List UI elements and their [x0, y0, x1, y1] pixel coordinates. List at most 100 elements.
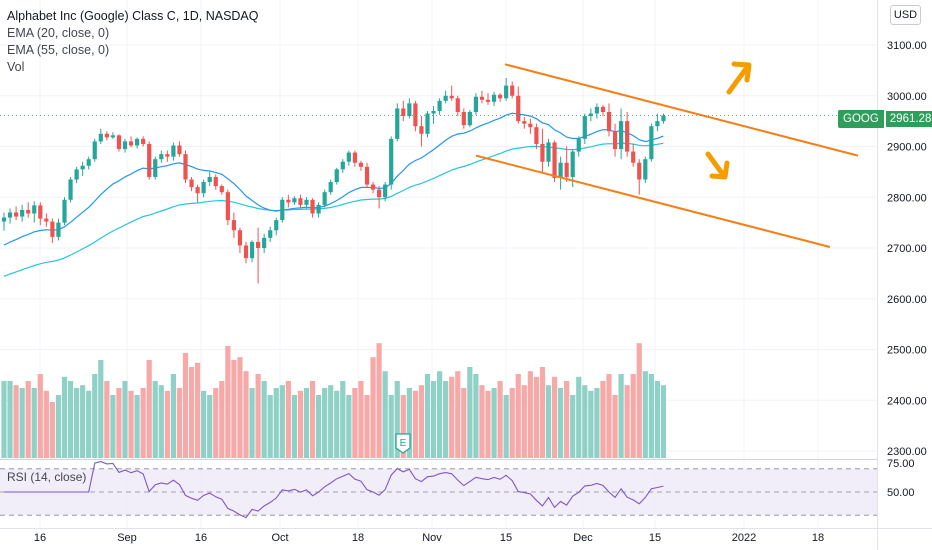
candle-body [498, 94, 503, 99]
candle-body [135, 138, 140, 146]
candle-body [280, 199, 285, 221]
volume-bar [334, 390, 340, 458]
volume-bar [291, 395, 297, 458]
candle-body [116, 135, 122, 150]
volume-bar [636, 343, 642, 458]
candle-body [304, 199, 309, 205]
currency-button[interactable]: USD [890, 5, 921, 25]
arrow-up-icon [726, 61, 752, 95]
volume-bar [104, 381, 110, 458]
volume-legend: Vol [7, 60, 25, 74]
volume-bar [43, 390, 49, 458]
volume-bar [225, 346, 231, 458]
volume-bar [630, 374, 636, 458]
volume-bar [346, 395, 352, 458]
candle-body [316, 204, 321, 214]
candle-body [661, 115, 666, 122]
volume-bar [7, 381, 13, 458]
volume-bar [243, 371, 249, 458]
volume-bar [467, 367, 473, 458]
rsi-band [0, 468, 877, 516]
volume-bar [503, 395, 509, 458]
volume-bar [1, 381, 7, 458]
candle-body [485, 99, 491, 102]
volume-bar [491, 388, 497, 458]
candle-body [195, 187, 200, 194]
volume-bar [564, 381, 570, 458]
candle-body [395, 108, 400, 139]
ema20-legend: EMA (20, close, 0) [7, 26, 110, 40]
candle-body [171, 145, 176, 157]
candle-body [50, 221, 55, 237]
channel-upper-line [504, 63, 859, 157]
volume-bar [364, 395, 370, 458]
volume-bar [400, 395, 406, 458]
volume-bar [122, 381, 128, 458]
volume-bar [273, 388, 279, 458]
candle-body [110, 135, 115, 138]
volume-bar [188, 367, 195, 458]
candle-body [558, 162, 563, 178]
volume-bar [19, 388, 25, 458]
candle-body [262, 237, 267, 248]
volume-bar [406, 388, 412, 458]
volume-bar [219, 381, 225, 458]
candle-body [431, 110, 436, 114]
volume-bar [588, 390, 594, 458]
candle-body [292, 198, 297, 203]
volume-bar [13, 385, 19, 458]
volume-bar [213, 388, 219, 458]
volume-bar [170, 374, 176, 458]
candle-body [504, 85, 509, 99]
volume-bar [195, 362, 201, 458]
volume-bar [98, 360, 104, 458]
volume-bar [207, 395, 213, 458]
rsi-tick-label: 75.00 [887, 458, 915, 470]
candle-body [201, 182, 206, 194]
candle-body [74, 169, 79, 180]
candle-body [594, 106, 599, 114]
candle-body [389, 138, 394, 185]
candle-body [249, 241, 255, 259]
time-tick-label: 18 [352, 532, 364, 544]
time-tick-label: 15 [649, 532, 661, 544]
candle-body [461, 111, 466, 126]
earnings-badge-icon [395, 433, 411, 454]
candle-body [606, 111, 612, 132]
candle-body [328, 182, 333, 193]
volume-bar [437, 371, 443, 458]
candle-body [643, 159, 648, 180]
volume-bar [527, 371, 533, 458]
volume-bar [340, 381, 346, 458]
volume-bar [533, 376, 539, 458]
price-tick-label: 2400.00 [887, 395, 927, 407]
candle-body [540, 143, 545, 162]
candle-body [600, 106, 606, 112]
candle-body [473, 96, 478, 112]
volume-bar [370, 357, 376, 458]
volume-bar [55, 395, 62, 458]
candle-body [516, 95, 521, 122]
candle-body [159, 154, 164, 160]
candle-body [44, 218, 49, 222]
volume-bar [654, 381, 660, 458]
volume-bar [164, 390, 170, 458]
volume-bar [146, 360, 152, 458]
candle-body [340, 161, 345, 170]
volume-bar [237, 357, 243, 458]
volume-bar [545, 385, 552, 458]
candle-body [153, 159, 158, 177]
price-tick-label: 2600.00 [887, 294, 927, 306]
candle-body [56, 222, 61, 237]
candle-body [147, 143, 152, 177]
volume-bar [551, 376, 558, 458]
volume-bar [412, 390, 418, 458]
candle-body [122, 141, 128, 150]
candle-body [552, 142, 557, 178]
ema55-line [3, 142, 664, 277]
price-label-value: 2961.28 [885, 111, 932, 127]
candle-body [637, 162, 642, 180]
candle-body [383, 184, 388, 198]
candle-body [510, 85, 515, 96]
